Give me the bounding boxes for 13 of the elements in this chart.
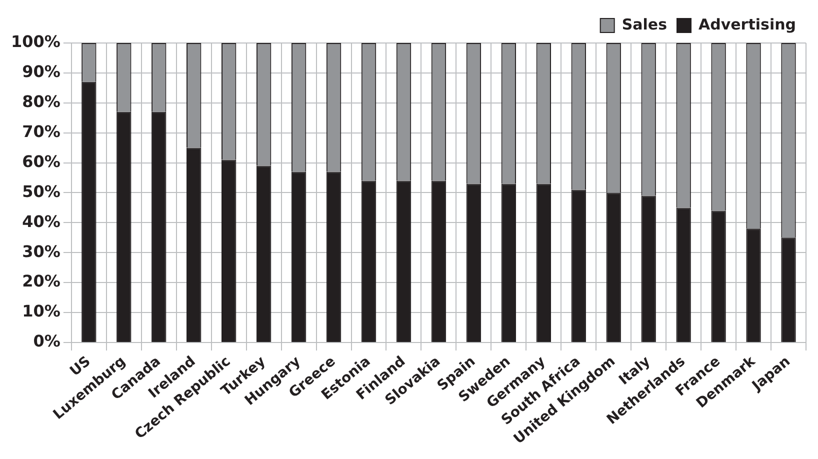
y-tick-label: 80% <box>22 92 60 112</box>
legend-label: Sales <box>622 15 668 34</box>
y-tick-label: 70% <box>22 122 60 141</box>
y-tick-label: 30% <box>22 242 60 261</box>
y-tick-label: 0% <box>33 332 60 351</box>
y-tick-label: 100% <box>10 32 60 52</box>
y-tick-label: 10% <box>22 302 60 321</box>
y-tick-label: 20% <box>22 272 60 291</box>
y-tick-label: 60% <box>22 152 60 171</box>
y-tick-label: 50% <box>22 182 60 201</box>
y-tick-label: 40% <box>22 212 60 231</box>
legend-label: Advertising <box>698 15 796 34</box>
y-tick-label: 90% <box>22 62 60 82</box>
